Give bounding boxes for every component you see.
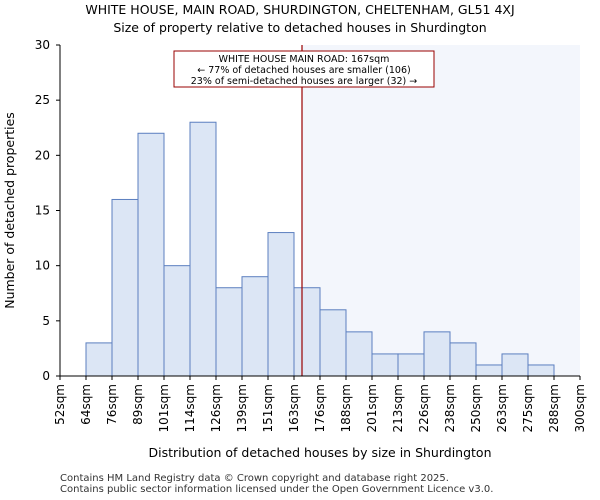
y-tick-label: 25 bbox=[35, 93, 50, 107]
x-tick-label: 151sqm bbox=[261, 384, 275, 432]
y-tick-label: 20 bbox=[35, 148, 50, 162]
x-tick-label: 52sqm bbox=[53, 384, 67, 425]
x-tick-label: 300sqm bbox=[573, 384, 587, 432]
y-tick-label: 15 bbox=[35, 204, 50, 218]
x-tick-label: 188sqm bbox=[339, 384, 353, 432]
x-tick-label: 201sqm bbox=[365, 384, 379, 432]
histogram-bar bbox=[137, 132, 165, 377]
chart-subtitle: Size of property relative to detached ho… bbox=[113, 20, 487, 35]
y-tick-label: 5 bbox=[42, 314, 50, 328]
histogram-bar bbox=[241, 276, 269, 377]
marker-annotation-line: ← 77% of detached houses are smaller (10… bbox=[197, 65, 410, 76]
histogram-bar bbox=[189, 121, 217, 377]
chart-title: WHITE HOUSE, MAIN ROAD, SHURDINGTON, CHE… bbox=[85, 2, 515, 17]
histogram-bar bbox=[85, 342, 113, 377]
x-tick-label: 89sqm bbox=[131, 384, 145, 425]
y-tick-label: 30 bbox=[35, 38, 50, 52]
x-tick-label: 64sqm bbox=[79, 384, 93, 425]
histogram-bar bbox=[293, 287, 321, 377]
histogram-bar bbox=[163, 265, 191, 377]
x-tick-label: 226sqm bbox=[417, 384, 431, 432]
histogram-bar bbox=[475, 364, 503, 377]
marker-annotation-box bbox=[173, 50, 435, 88]
x-tick-label: 176sqm bbox=[313, 384, 327, 432]
histogram-bar bbox=[423, 331, 451, 377]
x-tick-label: 126sqm bbox=[209, 384, 223, 432]
histogram-bar bbox=[527, 364, 555, 377]
marker-annotation-line: 23% of semi-detached houses are larger (… bbox=[191, 76, 418, 87]
footer-copyright: Contains HM Land Registry data © Crown c… bbox=[60, 473, 449, 484]
y-tick-label: 10 bbox=[35, 259, 50, 273]
highlight-region bbox=[302, 45, 580, 376]
footer-licence: Contains public sector information licen… bbox=[60, 484, 494, 495]
marker-annotation-line: WHITE HOUSE MAIN ROAD: 167sqm bbox=[219, 54, 390, 65]
x-tick-label: 114sqm bbox=[183, 384, 197, 432]
x-tick-label: 101sqm bbox=[157, 384, 171, 432]
histogram-bar bbox=[267, 232, 295, 377]
y-axis-label: Number of detached properties bbox=[2, 112, 17, 309]
x-tick-label: 250sqm bbox=[469, 384, 483, 432]
x-tick-label: 263sqm bbox=[495, 384, 509, 432]
x-tick-label: 76sqm bbox=[105, 384, 119, 425]
x-tick-label: 275sqm bbox=[521, 384, 535, 432]
histogram-bar bbox=[215, 287, 243, 377]
x-tick-label: 213sqm bbox=[391, 384, 405, 432]
histogram-bar bbox=[345, 331, 373, 377]
histogram-bar bbox=[319, 309, 347, 377]
x-tick-label: 139sqm bbox=[235, 384, 249, 432]
x-axis-label: Distribution of detached houses by size … bbox=[149, 445, 492, 460]
x-tick-label: 288sqm bbox=[547, 384, 561, 432]
histogram-bar bbox=[371, 353, 399, 377]
histogram-bar bbox=[449, 342, 477, 377]
histogram-bar bbox=[501, 353, 529, 377]
x-tick-label: 163sqm bbox=[287, 384, 301, 432]
x-tick-label: 238sqm bbox=[443, 384, 457, 432]
histogram-bar bbox=[111, 198, 139, 377]
histogram-bar bbox=[397, 353, 425, 377]
y-tick-label: 0 bbox=[42, 369, 50, 383]
